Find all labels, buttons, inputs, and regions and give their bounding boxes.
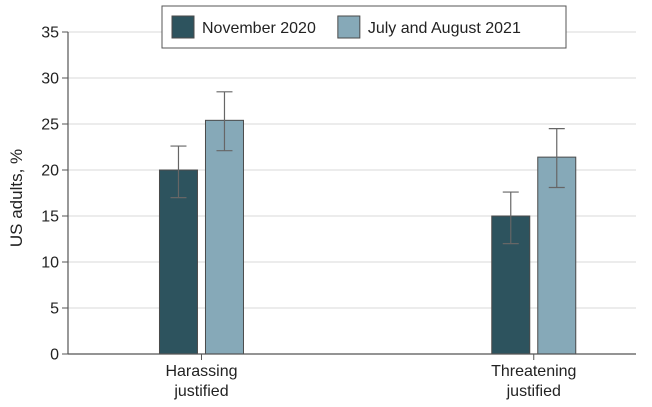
y-tick-label: 15 bbox=[41, 209, 59, 226]
y-tick-label: 5 bbox=[50, 301, 59, 318]
legend-swatch bbox=[338, 16, 360, 38]
y-tick-label: 20 bbox=[41, 163, 59, 180]
legend: November 2020 July and August 2021 bbox=[162, 6, 566, 48]
y-tick-label: 10 bbox=[41, 255, 59, 272]
x-tick-label: Harassing bbox=[165, 363, 237, 380]
y-tick-label: 30 bbox=[41, 71, 59, 88]
y-tick-label: 25 bbox=[41, 117, 59, 134]
bar bbox=[205, 120, 243, 354]
x-tick-label: justified bbox=[173, 383, 228, 400]
legend-label: November 2020 bbox=[202, 20, 316, 37]
x-tick-label: Threatening bbox=[491, 363, 576, 380]
y-axis-ticks: 0 5 10 15 20 25 30 35 bbox=[41, 25, 68, 364]
y-tick-label: 35 bbox=[41, 25, 59, 42]
y-tick-label: 0 bbox=[50, 347, 59, 364]
legend-label: July and August 2021 bbox=[368, 20, 521, 37]
bars bbox=[159, 120, 575, 354]
y-axis-title: US adults, % bbox=[7, 149, 26, 247]
category-labels: Harassing justified Threatening justified bbox=[165, 354, 576, 400]
legend-swatch bbox=[172, 16, 194, 38]
x-tick-label: justified bbox=[506, 383, 561, 400]
